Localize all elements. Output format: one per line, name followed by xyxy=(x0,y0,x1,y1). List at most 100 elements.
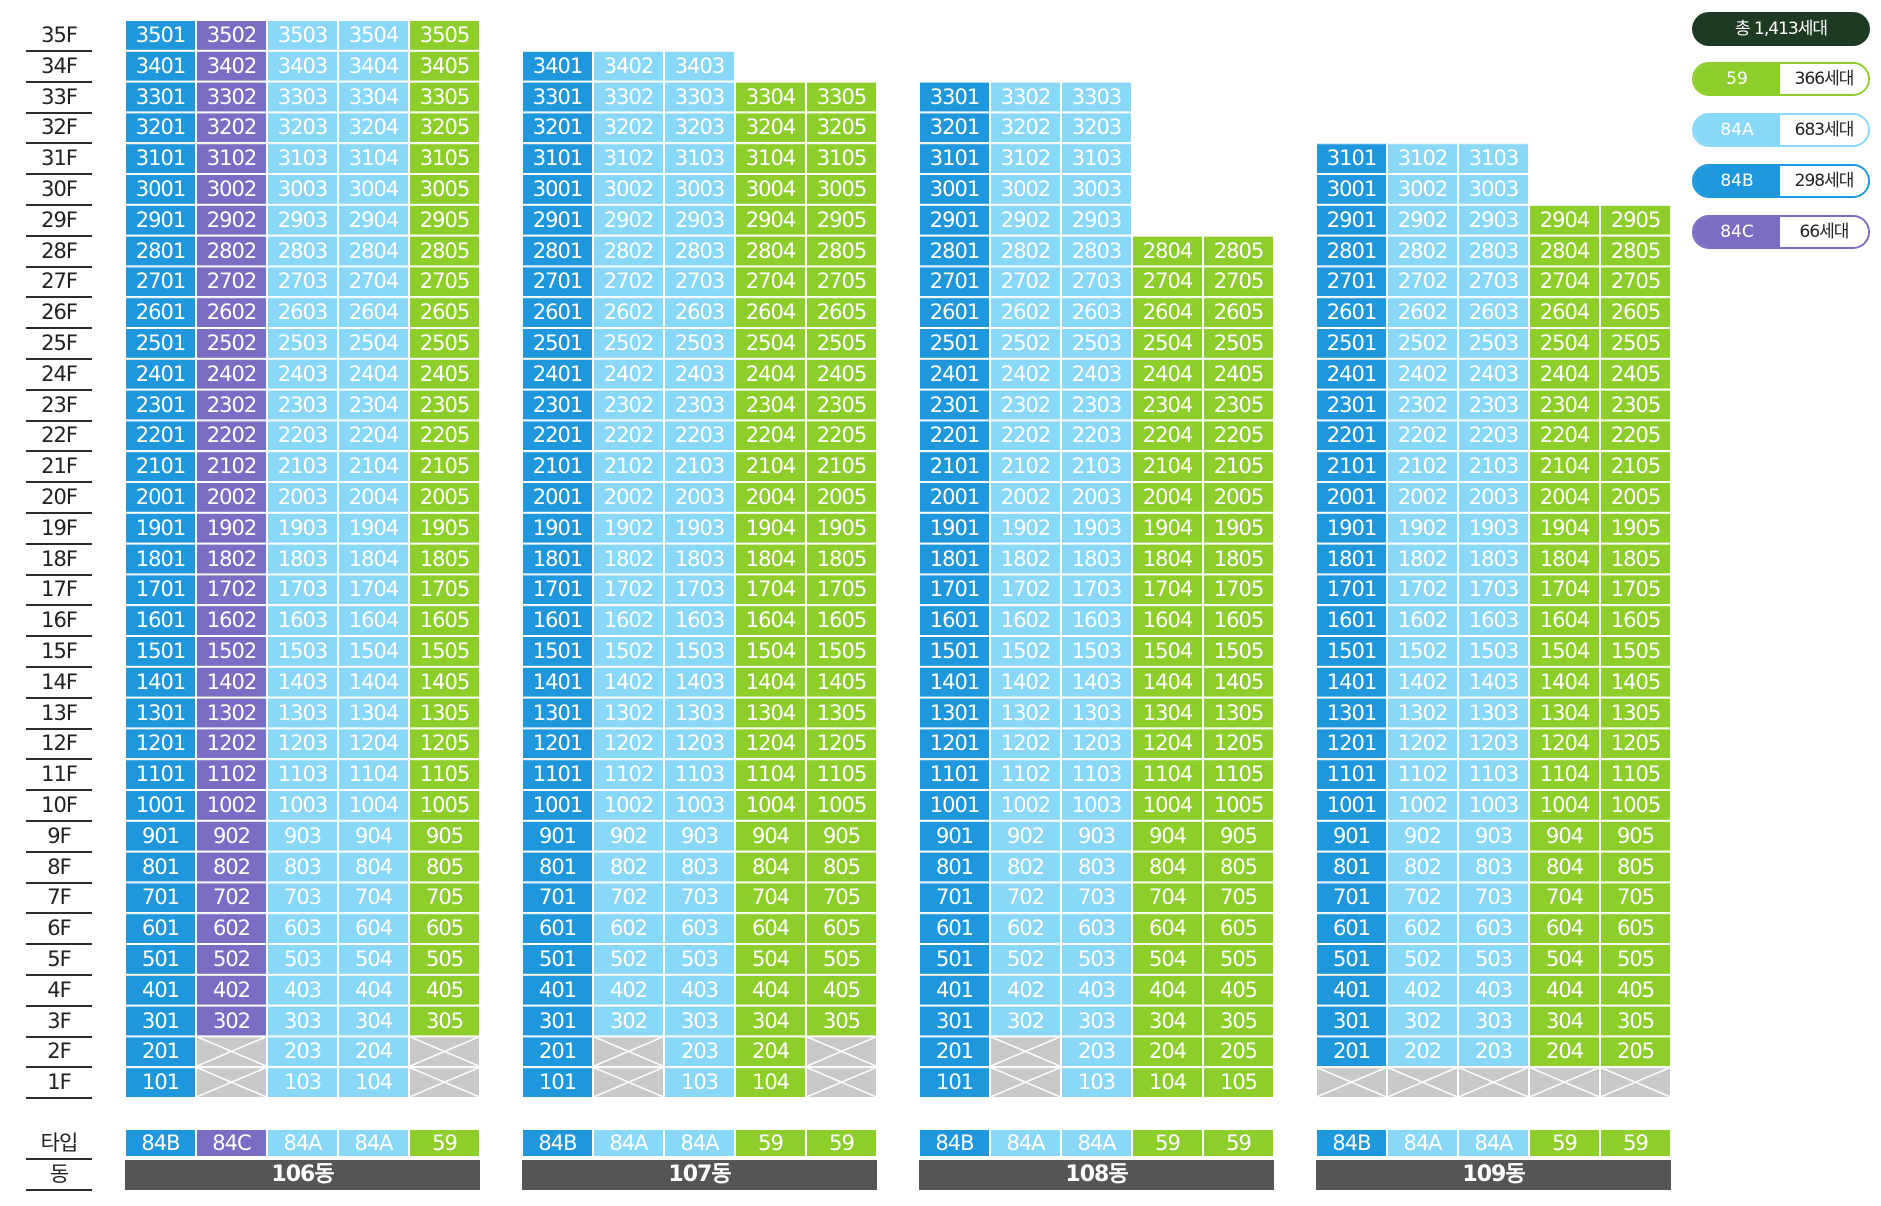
unit-cell: 1602 xyxy=(1387,605,1458,636)
unit-cell: 703 xyxy=(1458,882,1529,913)
unit-cell: 1704 xyxy=(1132,574,1203,605)
unit-cell: 2904 xyxy=(735,204,806,235)
unit-cell: 1202 xyxy=(593,728,664,759)
unit-cell: 1703 xyxy=(1458,574,1529,605)
unit-cell: 2002 xyxy=(196,482,267,512)
unit-cell: 3202 xyxy=(593,112,664,143)
unit-cell: 1905 xyxy=(1600,512,1671,543)
unit-cell: 1903 xyxy=(1458,512,1529,543)
type-label: 59 xyxy=(409,1129,480,1157)
unit-cell: 2701 xyxy=(919,266,990,297)
unit-cell: 2703 xyxy=(1458,266,1529,297)
unit-cell: 1504 xyxy=(735,636,806,666)
unit-cell: 104 xyxy=(735,1067,806,1098)
unit-cell: 2901 xyxy=(522,204,593,235)
unit-cell: 2101 xyxy=(125,451,196,482)
unit-cell: 1403 xyxy=(1458,666,1529,697)
unit-cell: 3505 xyxy=(409,20,480,50)
unit-cell: 104 xyxy=(338,1067,409,1098)
unit-cell: 1401 xyxy=(919,666,990,697)
unit-cell: 1103 xyxy=(664,759,735,790)
unit-cell: 504 xyxy=(735,944,806,974)
unit-cell: 1603 xyxy=(1458,605,1529,636)
unit-cell: 404 xyxy=(1529,974,1600,1005)
unit-cell: 2803 xyxy=(267,235,338,266)
unit-cell: 801 xyxy=(125,851,196,882)
floor-label: 24F xyxy=(26,359,92,391)
unit-cell: 905 xyxy=(1600,820,1671,851)
unit-cell: 702 xyxy=(196,882,267,913)
unit-cell: 2002 xyxy=(1387,482,1458,512)
unit-cell: 2401 xyxy=(125,358,196,389)
unit-cell: 305 xyxy=(409,1005,480,1036)
unit-cell: 2005 xyxy=(1600,482,1671,512)
unit-cell: 1105 xyxy=(409,759,480,790)
unit-cell: 601 xyxy=(522,913,593,944)
unit-cell: 2304 xyxy=(735,389,806,420)
legend-item: 59 366세대 xyxy=(1692,62,1870,96)
unit-cell: 2303 xyxy=(664,389,735,420)
unit-cell: 1503 xyxy=(1458,636,1529,666)
type-row-caption: 타입 xyxy=(26,1128,92,1160)
unit-cell: 304 xyxy=(1529,1005,1600,1036)
unit-cell: 2105 xyxy=(409,451,480,482)
unit-cell: 1703 xyxy=(267,574,338,605)
unit-cell: 1604 xyxy=(1132,605,1203,636)
unit-cell: 802 xyxy=(1387,851,1458,882)
unit-cell: 2602 xyxy=(593,297,664,328)
unit-cell: 201 xyxy=(1316,1036,1387,1067)
unit-cell: 3205 xyxy=(409,112,480,143)
unit-cell: 2902 xyxy=(1387,204,1458,235)
unit-cell: 2202 xyxy=(990,420,1061,451)
unit-cell: 1005 xyxy=(409,790,480,820)
unit-cell: 2803 xyxy=(1458,235,1529,266)
unit-cell: 603 xyxy=(267,913,338,944)
unit-cell: 2404 xyxy=(1132,358,1203,389)
unit-cell: 1504 xyxy=(1529,636,1600,666)
floor-label: 23F xyxy=(26,390,92,422)
unit-cell: 203 xyxy=(664,1036,735,1067)
type-label: 84B xyxy=(919,1129,990,1157)
unit-cell: 1303 xyxy=(1458,697,1529,728)
unit-cell: 3502 xyxy=(196,20,267,50)
unit-cell: 702 xyxy=(990,882,1061,913)
unit-cell: 205 xyxy=(1600,1036,1671,1067)
unit-cell: 302 xyxy=(990,1005,1061,1036)
unit-cell: 2002 xyxy=(990,482,1061,512)
unit-cell: 1002 xyxy=(196,790,267,820)
unit-cell: 2203 xyxy=(1061,420,1132,451)
unit-cell: 2505 xyxy=(1600,328,1671,358)
unit-cell: 2203 xyxy=(1458,420,1529,451)
unit-cell: 1304 xyxy=(1529,697,1600,728)
unit-cell: 1002 xyxy=(1387,790,1458,820)
unit-cell: 2301 xyxy=(522,389,593,420)
unit-cell: 801 xyxy=(522,851,593,882)
legend-item: 84A 683세대 xyxy=(1692,113,1870,147)
unit-cell: 3503 xyxy=(267,20,338,50)
type-label: 84A xyxy=(1061,1129,1132,1157)
unit-cell: 1005 xyxy=(1203,790,1274,820)
unit-cell: 1601 xyxy=(919,605,990,636)
unit-cell: 305 xyxy=(806,1005,877,1036)
unit-cell: 3304 xyxy=(338,81,409,112)
unit-cell: 201 xyxy=(522,1036,593,1067)
unit-cell: 3405 xyxy=(409,50,480,81)
unit-cell: 3201 xyxy=(522,112,593,143)
unit-cell: 1004 xyxy=(735,790,806,820)
unit-cell: 2104 xyxy=(338,451,409,482)
unit-cell: 2003 xyxy=(267,482,338,512)
unit-cell: 603 xyxy=(1061,913,1132,944)
floor-label: 15F xyxy=(26,636,92,668)
unit-cell: 2602 xyxy=(1387,297,1458,328)
unit-cell: 1301 xyxy=(522,697,593,728)
unit-cell: 2604 xyxy=(1132,297,1203,328)
unit-cell: 602 xyxy=(593,913,664,944)
unit-cell: 1402 xyxy=(593,666,664,697)
unit-cell: 1404 xyxy=(1529,666,1600,697)
unit-cell: 203 xyxy=(267,1036,338,1067)
empty-unit xyxy=(409,1036,480,1067)
unit-cell: 1604 xyxy=(735,605,806,636)
unit-cell: 2304 xyxy=(1132,389,1203,420)
unit-cell: 2904 xyxy=(1529,204,1600,235)
unit-cell: 3102 xyxy=(990,143,1061,174)
